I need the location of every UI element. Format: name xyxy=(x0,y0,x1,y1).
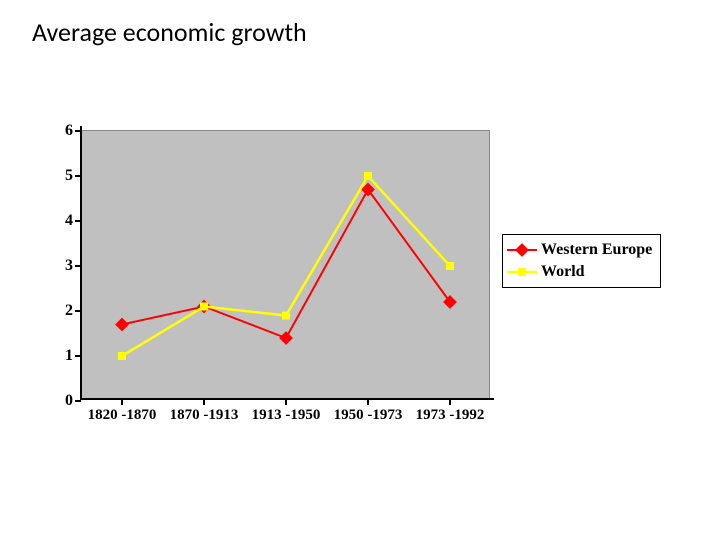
series-marker xyxy=(443,295,457,309)
y-tick-mark xyxy=(75,220,81,222)
series-marker xyxy=(279,331,293,345)
y-tick-label: 3 xyxy=(65,257,73,275)
y-tick-label: 4 xyxy=(65,212,73,230)
y-tick-mark xyxy=(75,400,81,402)
plot-area: 01234561820 -18701870 -19131913 -1950195… xyxy=(80,130,490,400)
y-tick-mark xyxy=(75,355,81,357)
y-tick-label: 0 xyxy=(65,392,73,410)
x-tick-mark xyxy=(121,399,123,405)
series-line xyxy=(122,176,450,356)
y-tick-label: 6 xyxy=(65,122,73,140)
chart: 01234561820 -18701870 -19131913 -1950195… xyxy=(40,130,680,450)
page-title: Average economic growth xyxy=(32,16,307,48)
y-tick-mark xyxy=(75,175,81,177)
x-tick-label: 1820 -1870 xyxy=(88,407,157,424)
x-tick-label: 1973 -1992 xyxy=(416,407,485,424)
y-tick-mark xyxy=(75,310,81,312)
series-marker xyxy=(446,262,454,270)
series-marker xyxy=(118,352,126,360)
legend-swatch xyxy=(507,263,537,281)
x-tick-mark xyxy=(367,399,369,405)
x-tick-mark xyxy=(285,399,287,405)
legend-item: World xyxy=(507,261,652,283)
x-tick-mark xyxy=(449,399,451,405)
legend: Western EuropeWorld xyxy=(502,234,661,288)
y-tick-label: 1 xyxy=(65,347,73,365)
y-tick-mark xyxy=(75,265,81,267)
series-marker xyxy=(115,318,129,332)
chart-series xyxy=(81,131,489,399)
series-marker xyxy=(200,303,208,311)
x-tick-label: 1950 -1973 xyxy=(334,407,403,424)
series-marker xyxy=(364,172,372,180)
series-marker xyxy=(282,312,290,320)
y-tick-label: 5 xyxy=(65,167,73,185)
legend-item: Western Europe xyxy=(507,239,652,261)
x-tick-label: 1913 -1950 xyxy=(252,407,321,424)
y-tick-mark xyxy=(75,130,81,132)
x-tick-mark xyxy=(203,399,205,405)
x-tick-label: 1870 -1913 xyxy=(170,407,239,424)
legend-swatch xyxy=(507,241,537,259)
y-tick-label: 2 xyxy=(65,302,73,320)
